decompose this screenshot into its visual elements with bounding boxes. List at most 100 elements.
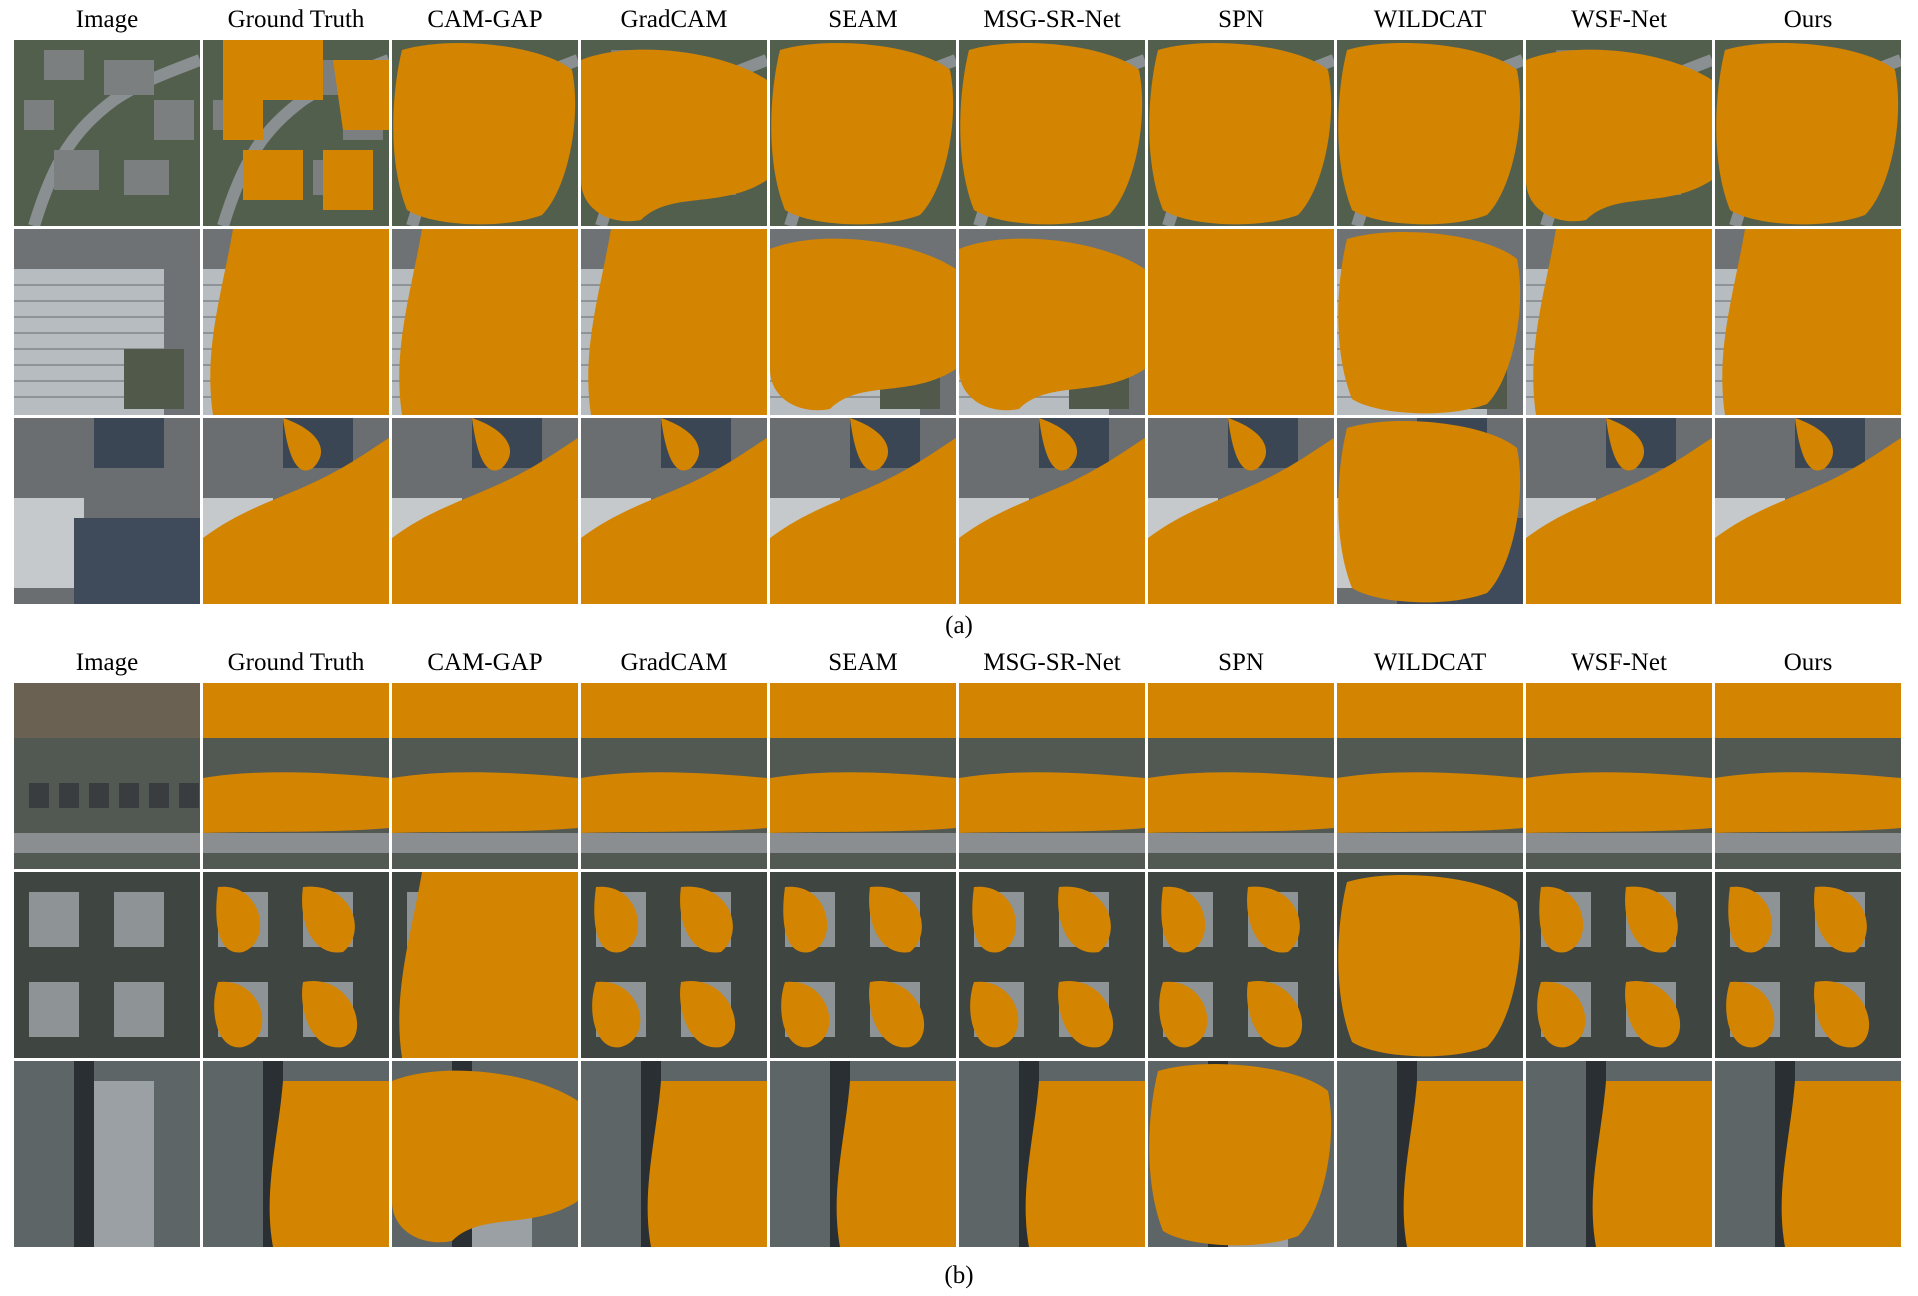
mask-region <box>392 418 578 604</box>
mask-region <box>1722 229 1901 415</box>
mask-region <box>210 229 389 415</box>
figure-cell <box>1526 229 1712 415</box>
caption-a: (a) <box>945 612 973 639</box>
mask-region <box>781 886 925 1048</box>
mask-region <box>1526 49 1712 222</box>
column-header-gradcam: GradCAM <box>620 649 728 676</box>
segmentation-mask <box>1337 418 1523 604</box>
figure-cell <box>1715 872 1901 1058</box>
figure-cell <box>392 229 578 415</box>
figure-cell <box>1715 418 1901 604</box>
mask-region <box>1148 418 1334 604</box>
column-header-cam-gap: CAM-GAP <box>427 6 543 33</box>
figure-cell <box>959 683 1145 869</box>
segmentation-mask <box>1337 1061 1523 1247</box>
figure-cell <box>392 872 578 1058</box>
figure-cell <box>203 229 389 415</box>
segmentation-mask <box>1148 229 1334 415</box>
figure-cell <box>203 683 389 869</box>
figure-cell <box>392 683 578 869</box>
mask-region <box>581 49 767 222</box>
aerial-image <box>14 1061 200 1247</box>
column-header-spn: SPN <box>1218 649 1264 676</box>
segmentation-mask <box>203 40 389 226</box>
segmentation-mask <box>959 1061 1145 1247</box>
aerial-image <box>14 40 200 226</box>
mask-region <box>1592 1081 1712 1247</box>
figure-cell <box>1148 40 1334 226</box>
column-header-gradcam: GradCAM <box>620 6 728 33</box>
mask-region <box>1338 231 1521 414</box>
figure-cell <box>770 40 956 226</box>
column-header-spn: SPN <box>1218 6 1264 33</box>
figure-cell <box>1337 683 1523 869</box>
mask-region <box>393 42 576 225</box>
segmentation-mask <box>1715 40 1901 226</box>
figure-cell <box>1715 40 1901 226</box>
segmentation-mask <box>1715 229 1901 415</box>
segmentation-mask <box>770 683 956 869</box>
mask-region <box>1148 229 1334 415</box>
mask-region <box>959 418 1145 604</box>
mask-region <box>581 683 767 833</box>
column-header-image: Image <box>75 6 139 33</box>
mask-region <box>1715 683 1901 833</box>
figure-cell <box>770 872 956 1058</box>
column-header-ground-truth: Ground Truth <box>227 6 365 33</box>
figure-cell <box>959 229 1145 415</box>
figure-cell <box>392 40 578 226</box>
mask-region <box>1781 1081 1901 1247</box>
mask-region <box>770 238 956 411</box>
mask-region <box>959 683 1145 833</box>
figure-cell <box>581 40 767 226</box>
figure-cell <box>581 229 767 415</box>
figure-cell <box>1526 1061 1712 1247</box>
figure-cell <box>1148 229 1334 415</box>
figure-cell <box>1715 229 1901 415</box>
figure-cell <box>581 418 767 604</box>
figure-cell <box>392 1061 578 1247</box>
mask-region <box>392 1070 578 1243</box>
segmentation-mask <box>1715 1061 1901 1247</box>
figure-cell <box>1337 40 1523 226</box>
figure-cell <box>14 1061 200 1247</box>
mask-region <box>223 40 389 210</box>
mask-region <box>203 683 389 833</box>
mask-region <box>959 238 1145 411</box>
segmentation-mask <box>392 40 578 226</box>
figure-cell <box>203 872 389 1058</box>
mask-region <box>399 872 578 1058</box>
figure-cell <box>203 418 389 604</box>
mask-region <box>1716 42 1899 225</box>
segmentation-mask <box>959 229 1145 415</box>
column-headers-a: Image Ground Truth CAM-GAP GradCAM SEAM MSG-S… <box>14 0 1901 40</box>
mask-region <box>399 229 578 415</box>
figure-cell <box>1715 1061 1901 1247</box>
segmentation-mask <box>1526 418 1712 604</box>
column-headers-b: Image Ground Truth CAM-GAP GradCAM SEAM MSG-S… <box>14 643 1901 683</box>
mask-region <box>1148 683 1334 833</box>
segmentation-mask <box>581 1061 767 1247</box>
segmentation-mask <box>1526 1061 1712 1247</box>
mask-region <box>1338 42 1521 225</box>
segmentation-mask <box>203 872 389 1058</box>
figure-cell <box>14 40 200 226</box>
segmentation-mask <box>1148 1061 1334 1247</box>
aerial-image <box>14 229 200 415</box>
column-header-ours: Ours <box>1783 6 1833 33</box>
segmentation-mask <box>1715 683 1901 869</box>
figure-cell <box>203 40 389 226</box>
segmentation-mask <box>770 40 956 226</box>
figure-cell <box>770 683 956 869</box>
figure-cell <box>1715 683 1901 869</box>
segmentation-mask <box>959 872 1145 1058</box>
segmentation-mask <box>581 229 767 415</box>
mask-region <box>1337 683 1523 833</box>
figure-cell <box>1526 40 1712 226</box>
mask-region <box>1149 1063 1332 1246</box>
segmentation-mask <box>392 1061 578 1247</box>
segmentation-mask <box>581 872 767 1058</box>
figure-cell <box>1148 872 1334 1058</box>
figure-cell <box>959 40 1145 226</box>
aerial-image <box>14 418 200 604</box>
